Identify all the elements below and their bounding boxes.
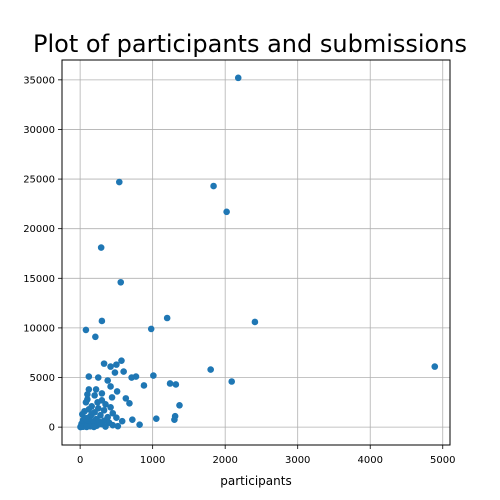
scatter-point <box>234 74 242 82</box>
scatter-point <box>82 399 90 406</box>
scatter-point <box>79 410 86 418</box>
scatter-point <box>111 369 119 376</box>
scatter-point <box>228 378 236 385</box>
scatter-point <box>251 318 259 326</box>
scatter-point <box>94 374 102 381</box>
y-tick-label: 20000 <box>23 224 55 235</box>
scatter-point <box>166 380 174 387</box>
scatter-point <box>431 363 439 370</box>
scatter-point <box>140 382 148 389</box>
scatter-point <box>210 182 217 190</box>
scatter-point <box>126 400 133 407</box>
plot-frame <box>61 59 451 446</box>
scatter-point <box>104 377 111 384</box>
scatter-point <box>100 406 108 414</box>
scatter-point <box>136 421 143 428</box>
scatter-point <box>223 208 230 216</box>
chart-title: Plot of participants and submissions <box>33 30 467 58</box>
scatter-point <box>115 178 123 186</box>
scatter-point <box>108 394 116 401</box>
scatter-point <box>85 386 93 393</box>
scatter-point <box>113 414 120 422</box>
grid-lines <box>62 60 450 445</box>
x-axis-label: participants <box>220 474 291 488</box>
scatter-point <box>92 333 99 341</box>
scatter-point <box>82 326 90 334</box>
x-tick-label: 1000 <box>140 455 165 466</box>
scatter-point <box>171 416 178 423</box>
scatter-point <box>172 381 180 388</box>
scatter-point <box>152 415 160 423</box>
scatter-point <box>107 383 114 390</box>
x-tick-label: 5000 <box>430 455 455 466</box>
x-tick-label: 4000 <box>357 455 382 466</box>
scatter-point <box>147 325 155 333</box>
scatter-point <box>113 361 120 368</box>
scatter-point <box>88 410 96 418</box>
scatter-point <box>128 374 135 381</box>
y-tick-label: 35000 <box>23 75 55 86</box>
scatter-point <box>96 420 104 427</box>
scatter-point <box>92 386 100 393</box>
data-points <box>77 74 439 431</box>
y-tick-label: 30000 <box>23 125 55 136</box>
scatter-point <box>129 416 136 423</box>
y-tick-label: 10000 <box>23 323 55 334</box>
scatter-point <box>176 402 183 409</box>
scatter-point <box>207 366 214 373</box>
scatter-point <box>77 423 84 431</box>
scatter-point <box>120 368 127 375</box>
scatter-point <box>100 360 108 367</box>
x-tick-label: 0 <box>77 455 83 466</box>
scatter-point <box>90 423 98 431</box>
scatter-point <box>113 388 121 395</box>
scatter-point <box>94 399 101 406</box>
scatter-point <box>102 423 109 430</box>
scatter-point <box>118 417 126 425</box>
scatter-point <box>118 357 125 364</box>
scatter-point <box>114 422 122 430</box>
scatter-point <box>85 373 93 380</box>
scatter-point <box>109 421 117 429</box>
axis-ticks: 0 1000 2000 3000 4000 5000 0 5000 10000 15000 2000… <box>23 75 455 466</box>
scatter-point <box>107 403 114 411</box>
scatter-point <box>163 314 171 322</box>
y-tick-label: 15000 <box>23 274 55 285</box>
scatter-point <box>98 317 106 325</box>
scatter-point <box>83 423 90 431</box>
scatter-point <box>109 409 117 417</box>
scatter-point <box>117 278 125 286</box>
scatter-point <box>84 391 91 398</box>
scatter-point <box>122 395 130 402</box>
scatter-point <box>97 244 105 251</box>
y-tick-label: 5000 <box>30 373 55 384</box>
x-tick-label: 2000 <box>212 455 237 466</box>
y-tick-label: 25000 <box>23 175 55 186</box>
scatter-point <box>98 390 106 397</box>
scatter-point <box>91 392 98 399</box>
y-tick-label: 0 <box>49 423 55 434</box>
scatter-point <box>102 401 109 408</box>
scatter-point <box>107 363 114 370</box>
x-tick-label: 3000 <box>285 455 310 466</box>
scatter-point <box>97 411 104 419</box>
scatter-point <box>150 372 157 379</box>
